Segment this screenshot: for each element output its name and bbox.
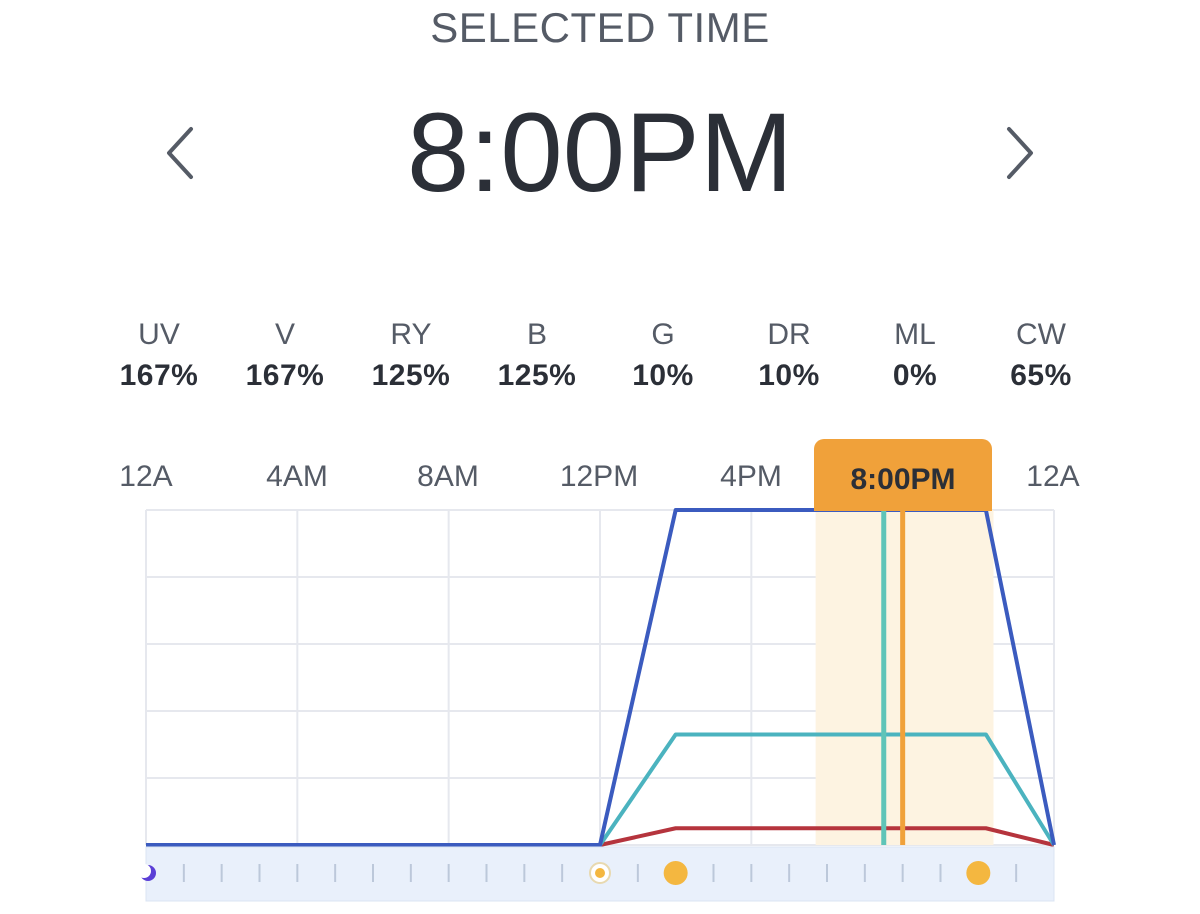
tick-label-12pm: 12PM (559, 460, 639, 493)
channel-name: V (274, 318, 295, 351)
channel-name: DR (767, 318, 811, 351)
tick-label-4pm: 4PM (720, 460, 782, 493)
series-line (146, 732, 1056, 847)
channel-value: 167% (245, 359, 325, 392)
channel-value: 125% (497, 359, 577, 392)
channel-value: 167% (119, 359, 199, 392)
channel-value: 10% (632, 359, 694, 392)
schedule-points (137, 861, 991, 885)
schedule-point-start-cutout (137, 864, 151, 878)
channel-value: 0% (892, 359, 938, 392)
channel-ry: RY 125% (348, 316, 474, 406)
channel-name: ML (894, 318, 936, 351)
schedule-track (145, 846, 1055, 902)
chevron-left-icon (167, 127, 193, 179)
previous-time-button[interactable] (150, 118, 210, 188)
series-line (146, 826, 1055, 847)
channel-value: 10% (758, 359, 820, 392)
chart-series (146, 508, 1056, 847)
selected-time-display: 8:00PM (407, 90, 793, 215)
channel-g: G 10% (600, 316, 726, 406)
channel-v: V 167% (222, 316, 348, 406)
chevron-right-icon (1007, 127, 1033, 179)
schedule-point-small[interactable] (589, 862, 611, 884)
schedule-point[interactable] (966, 861, 991, 885)
channel-dr: DR 10% (726, 316, 852, 406)
tick-label-12a-end: 12A (1026, 460, 1080, 493)
channel-ml: ML 0% (852, 316, 978, 406)
channel-name: CW (1016, 318, 1066, 351)
tick-label-8am: 8AM (417, 460, 479, 493)
channel-name: RY (390, 318, 432, 351)
channel-name: G (651, 318, 675, 351)
next-time-button[interactable] (990, 118, 1050, 188)
chart-grid (145, 509, 1055, 846)
tick-label-4am: 4AM (266, 460, 328, 493)
channel-levels: UV 167% V 167% RY 125% B 125% G 10% DR 1… (96, 316, 1104, 406)
channel-name: B (526, 318, 547, 351)
schedule-point-start[interactable] (140, 865, 156, 881)
time-selector: 8:00PM (0, 88, 1200, 218)
schedule-point-small-dot (595, 868, 605, 878)
selected-time-badge[interactable]: 8:00PM (814, 439, 992, 511)
channel-uv: UV 167% (96, 316, 222, 406)
tick-label-12a: 12A (119, 460, 173, 493)
section-title: SELECTED TIME (430, 4, 770, 51)
channel-cw: CW 65% (978, 316, 1104, 406)
channel-b: B 125% (474, 316, 600, 406)
channel-name: UV (138, 318, 180, 351)
series-line (146, 508, 1056, 847)
channel-value: 65% (1010, 359, 1072, 392)
schedule-point[interactable] (663, 861, 688, 885)
track-ticks (182, 864, 1018, 882)
channel-value: 125% (371, 359, 451, 392)
